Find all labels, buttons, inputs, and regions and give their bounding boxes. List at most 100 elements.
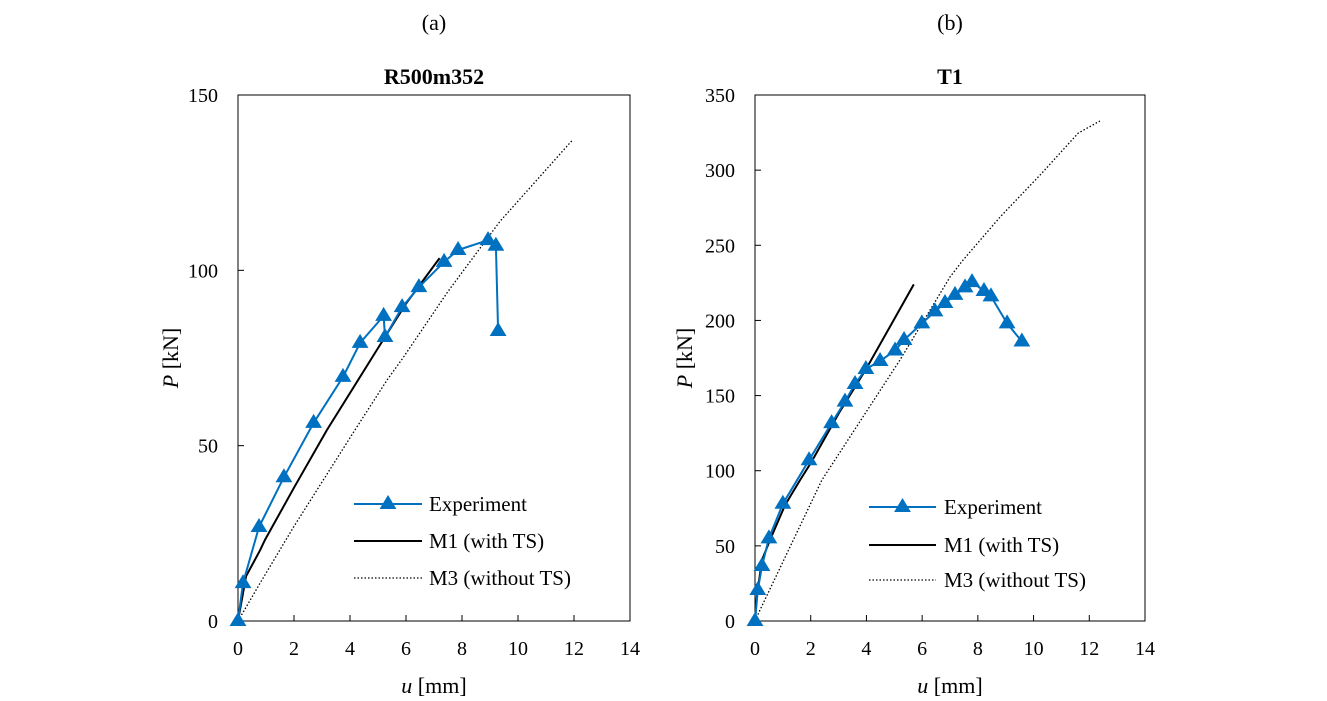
x-tick-label: 14 bbox=[620, 638, 640, 660]
data-point-experiment bbox=[489, 321, 507, 336]
y-axis-label: P [kN] bbox=[672, 328, 697, 390]
y-tick-label: 100 bbox=[705, 461, 735, 483]
plot-area-frame bbox=[754, 94, 1146, 622]
data-point-experiment bbox=[305, 413, 322, 428]
chart-panel-b: (b) T1 0 50 100 150 200 250 300 350 0 2 4 6 8 10 12 14 u [… bbox=[672, 10, 1155, 698]
legend-label-experiment: Experiment bbox=[944, 495, 1042, 519]
data-point-experiment bbox=[334, 367, 352, 382]
data-point-experiment bbox=[936, 293, 954, 308]
data-point-experiment bbox=[836, 392, 854, 407]
y-axis-variable: P bbox=[672, 375, 697, 389]
series-line-m1-with-ts bbox=[754, 283, 915, 622]
x-tick-label: 8 bbox=[457, 638, 467, 660]
y-tick-label: 100 bbox=[188, 260, 218, 282]
data-point-experiment bbox=[913, 314, 931, 329]
legend-label-m1-with-ts: M1 (with TS) bbox=[429, 529, 544, 553]
data-point-experiment bbox=[895, 330, 913, 345]
legend-label-experiment: Experiment bbox=[429, 492, 527, 516]
data-point-experiment bbox=[435, 252, 453, 267]
data-point-experiment bbox=[753, 556, 771, 571]
data-point-experiment bbox=[871, 352, 889, 367]
data-point-experiment bbox=[749, 581, 767, 596]
x-tick-label: 4 bbox=[861, 638, 871, 660]
x-tick-label: 8 bbox=[973, 638, 983, 660]
x-axis-label: u [mm] bbox=[917, 673, 982, 698]
x-tick-label: 0 bbox=[233, 638, 243, 660]
x-tick-label: 10 bbox=[1024, 638, 1044, 660]
x-tick-label: 12 bbox=[564, 638, 584, 660]
data-point-experiment bbox=[998, 314, 1016, 329]
data-point-experiment bbox=[746, 612, 764, 626]
chart-title: R500m352 bbox=[384, 64, 484, 89]
y-tick-label: 0 bbox=[725, 611, 735, 633]
panel-label: (a) bbox=[422, 10, 446, 35]
data-point-experiment bbox=[774, 494, 792, 509]
data-point-experiment bbox=[857, 359, 875, 374]
chart-panel-a: (a) R500m352 0 50 100 150 0 2 4 6 8 10 12 14 u [mm] P [… bbox=[158, 10, 640, 698]
y-tick-label: 200 bbox=[705, 310, 735, 332]
data-point-experiment bbox=[946, 285, 964, 300]
data-point-experiment bbox=[376, 327, 394, 342]
y-tick-label: 50 bbox=[715, 536, 735, 558]
legend-label-m1-with-ts: M1 (with TS) bbox=[944, 533, 1059, 557]
legend: Experiment M1 (with TS) M3 (without TS) bbox=[354, 492, 571, 590]
data-point-experiment bbox=[846, 374, 864, 389]
data-point-experiment bbox=[926, 302, 944, 317]
data-point-experiment bbox=[982, 287, 1000, 302]
data-point-experiment bbox=[800, 451, 818, 466]
x-axis-unit: [mm] bbox=[412, 673, 466, 698]
y-tick-label: 50 bbox=[198, 436, 218, 458]
x-tick-label: 6 bbox=[401, 638, 411, 660]
data-point-experiment bbox=[393, 298, 411, 313]
data-point-experiment bbox=[886, 341, 904, 356]
data-point-experiment bbox=[275, 468, 293, 483]
y-tick-label: 350 bbox=[705, 85, 735, 107]
x-tick-label: 10 bbox=[508, 638, 528, 660]
x-axis-variable: u bbox=[401, 673, 412, 698]
x-axis-unit: [mm] bbox=[928, 673, 982, 698]
data-point-experiment bbox=[487, 236, 505, 251]
y-axis-unit: [kN] bbox=[672, 328, 697, 375]
data-point-experiment bbox=[229, 612, 247, 626]
legend-marker-experiment bbox=[894, 498, 911, 512]
data-point-experiment bbox=[351, 333, 369, 348]
x-tick-label: 14 bbox=[1135, 638, 1155, 660]
data-point-experiment bbox=[963, 273, 981, 288]
y-axis-label: P [kN] bbox=[158, 328, 183, 390]
panel-label: (b) bbox=[937, 10, 963, 35]
chart-title: T1 bbox=[937, 64, 963, 89]
y-tick-label: 0 bbox=[208, 611, 218, 633]
data-point-experiment bbox=[823, 414, 841, 429]
y-tick-label: 250 bbox=[705, 235, 735, 257]
x-tick-label: 6 bbox=[917, 638, 927, 660]
x-axis-label: u [mm] bbox=[401, 673, 466, 698]
data-point-experiment bbox=[234, 574, 252, 589]
y-tick-label: 300 bbox=[705, 160, 735, 182]
series-line-experiment bbox=[237, 239, 500, 622]
x-tick-label: 0 bbox=[750, 638, 760, 660]
legend-label-m3-without-ts: M3 (without TS) bbox=[429, 566, 571, 590]
y-tick-label: 150 bbox=[705, 386, 735, 408]
data-point-experiment bbox=[449, 240, 467, 255]
legend-marker-experiment bbox=[379, 495, 397, 509]
x-axis-variable: u bbox=[917, 673, 928, 698]
legend: Experiment M1 (with TS) M3 (without TS) bbox=[869, 495, 1086, 592]
x-tick-label: 12 bbox=[1079, 638, 1099, 660]
data-point-experiment bbox=[410, 278, 428, 293]
series-line-m3-without-ts bbox=[754, 120, 1101, 622]
y-tick-label: 150 bbox=[188, 85, 218, 107]
y-axis-unit: [kN] bbox=[158, 328, 183, 375]
legend-label-m3-without-ts: M3 (without TS) bbox=[944, 568, 1086, 592]
x-tick-label: 2 bbox=[289, 638, 299, 660]
plot-area-frame bbox=[237, 94, 631, 622]
data-point-experiment bbox=[760, 529, 778, 544]
x-tick-label: 2 bbox=[806, 638, 816, 660]
data-point-experiment bbox=[479, 231, 497, 246]
series-line-m1-with-ts bbox=[237, 257, 441, 622]
data-point-experiment bbox=[375, 306, 392, 321]
data-point-experiment bbox=[250, 518, 268, 533]
data-point-experiment bbox=[1013, 332, 1031, 347]
x-tick-label: 4 bbox=[345, 638, 355, 660]
y-axis-variable: P bbox=[158, 375, 183, 389]
